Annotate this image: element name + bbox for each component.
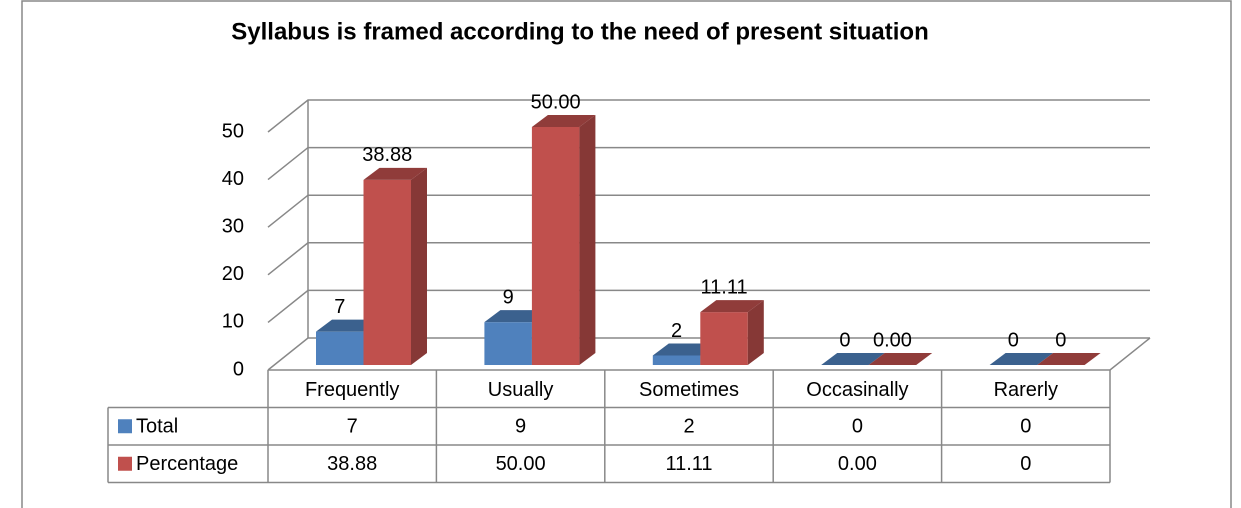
y-tick-label: 50: [222, 120, 244, 142]
y-tick-label: 40: [222, 168, 244, 190]
table-cell: 0: [852, 416, 863, 438]
data-label: 0.00: [873, 329, 912, 351]
y-tick-label: 0: [233, 358, 244, 380]
legend-label: Total: [136, 416, 178, 438]
data-label: 11.11: [701, 276, 748, 298]
table-cell: 11.11: [665, 453, 712, 475]
bar-top: [363, 167, 427, 180]
bar-front: [700, 312, 748, 365]
bar-front: [363, 179, 411, 365]
grid-line: [267, 194, 1150, 228]
bar-top: [868, 353, 933, 365]
data-label: 38.88: [362, 144, 412, 166]
bar-top: [1037, 353, 1101, 365]
grid-line: [267, 289, 1150, 323]
legend-label: Percentage: [136, 453, 238, 475]
y-tick-label: 20: [222, 263, 244, 285]
data-label: 0: [1008, 329, 1019, 351]
x-tick-label: Rarerly: [994, 379, 1058, 401]
x-tick-label: Sometimes: [639, 379, 739, 401]
data-label: 50.00: [531, 91, 581, 113]
data-label: 7: [334, 296, 345, 318]
table-cell: 0: [1020, 416, 1031, 438]
grid-line: [267, 242, 1150, 276]
x-tick-label: Usually: [488, 379, 554, 401]
data-label: 0: [1055, 329, 1066, 351]
bar-front: [316, 331, 364, 365]
legend-key: [118, 419, 132, 434]
table-cell: 7: [347, 416, 358, 438]
bar-top: [989, 353, 1054, 365]
table-cell: 9: [515, 416, 526, 438]
chart-border: [21, 0, 1232, 508]
grid-line: [267, 337, 1150, 371]
bar-side: [411, 167, 427, 365]
table-cell: 0: [1020, 453, 1031, 475]
bar-side: [747, 300, 764, 365]
bar-top: [821, 353, 885, 365]
data-label: 2: [671, 320, 682, 342]
bar-top: [531, 115, 596, 127]
table-cell: 0.00: [838, 453, 877, 475]
bar-front: [531, 127, 580, 365]
y-tick-label: 30: [222, 215, 244, 237]
y-tick-label: 10: [222, 311, 244, 333]
bar-top: [700, 300, 764, 313]
x-tick-label: Frequently: [305, 379, 400, 401]
chart-title: Syllabus is framed according to the need…: [231, 18, 928, 45]
table-cell: 38.88: [327, 453, 377, 475]
bar-front: [652, 355, 701, 365]
legend-key: [118, 456, 132, 471]
grid-line: [267, 99, 1150, 133]
table-cell: 2: [683, 416, 694, 438]
data-label: 9: [503, 286, 514, 308]
table-cell: 50.00: [496, 453, 546, 475]
x-tick-label: Occasinally: [806, 379, 908, 401]
bar-front: [484, 322, 532, 365]
grid-line: [267, 146, 1150, 181]
data-label: 0: [839, 329, 850, 351]
bar-side: [579, 115, 596, 365]
